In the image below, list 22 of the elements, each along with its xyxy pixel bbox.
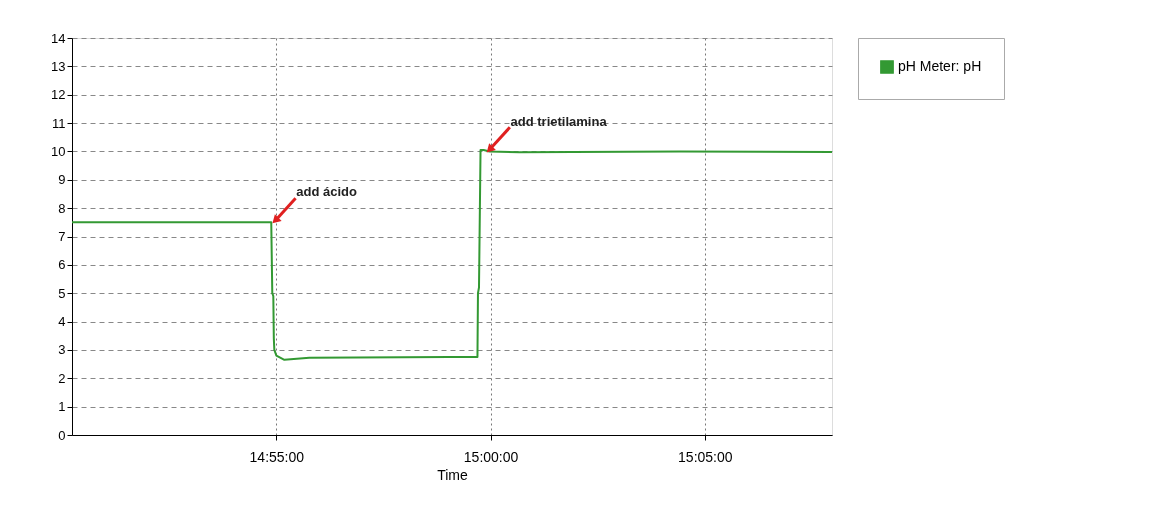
y-tick-label: 8 [58, 200, 66, 216]
y-tick-label: 13 [51, 58, 66, 74]
y-tick-label: 11 [52, 115, 66, 131]
legend-label: pH Meter: pH [898, 58, 982, 74]
annotation: add ácido [296, 184, 358, 200]
y-tick-label: 10 [51, 143, 66, 159]
y-tick-label: 7 [58, 229, 66, 244]
x-axis-title: Time [437, 466, 469, 483]
y-tick-label: 6 [58, 257, 66, 273]
x-tick-label: 15:05:00 [678, 448, 733, 465]
y-tick-label: 3 [58, 342, 66, 358]
y-tick-label: 12 [51, 87, 66, 103]
y-tick-label: 4 [58, 314, 66, 330]
y-tick-label: 0 [58, 427, 66, 443]
x-tick-label: 15:00:00 [463, 448, 519, 465]
y-tick-label: 14 [51, 30, 66, 46]
y-tick-label: 9 [58, 172, 66, 188]
y-tick-label: 2 [58, 370, 66, 386]
annotation: add trietilamina [510, 113, 608, 129]
y-tick-label: 1 [58, 399, 66, 415]
y-tick-label: 5 [58, 285, 66, 301]
x-tick-label: 14:55:00 [249, 448, 305, 465]
